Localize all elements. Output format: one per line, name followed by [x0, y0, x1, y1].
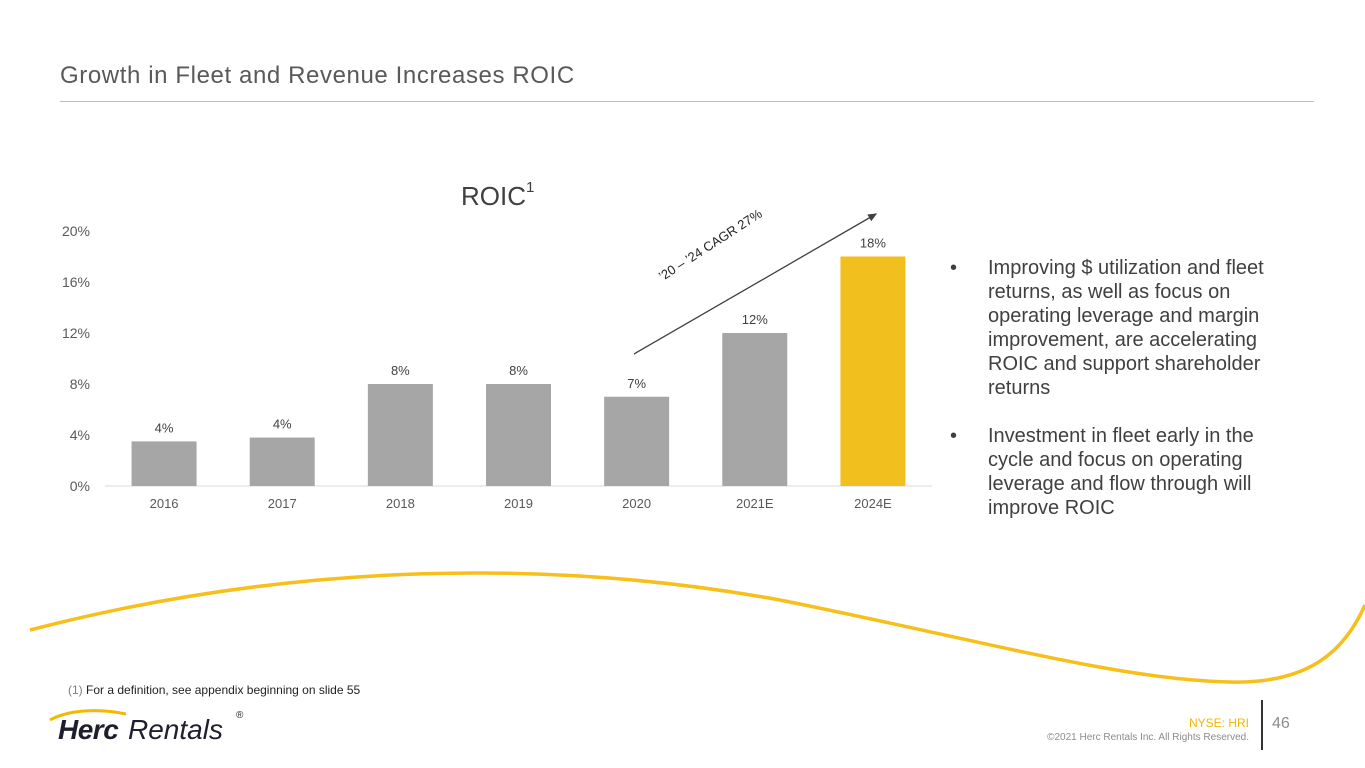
bar-2020: [604, 396, 670, 486]
chart-title-footnote-mark: 1: [526, 179, 535, 197]
x-tick-label: 2019: [504, 496, 533, 511]
bar-2019: [486, 384, 551, 486]
y-tick-label: 8%: [70, 376, 90, 392]
decorative-wave: [29, 571, 1365, 684]
bar-2024E: [840, 256, 906, 486]
chart-title: ROIC1: [461, 179, 535, 211]
y-tick-label: 12%: [62, 325, 90, 341]
data-label: 4%: [273, 417, 292, 432]
data-label: 18%: [860, 236, 886, 251]
x-tick-label: 2020: [622, 496, 651, 511]
title-divider: [60, 101, 1314, 102]
logo-herc: Herc: [58, 714, 119, 745]
bar-2021E: [722, 333, 788, 486]
x-tick-label: 2021E: [736, 496, 774, 511]
x-tick-label: 2017: [268, 496, 297, 511]
page-title: Growth in Fleet and Revenue Increases RO…: [60, 62, 575, 89]
bar-2016: [131, 441, 197, 486]
bar-2018: [367, 384, 433, 486]
bullet-symbol: •: [950, 425, 958, 447]
data-label: 4%: [155, 420, 174, 435]
bullet-list: • Improving $ utilization and fleet retu…: [950, 256, 1280, 544]
data-label: 7%: [627, 376, 646, 391]
bars: 4% 4% 8% 8% 7% 12% 18%: [131, 236, 906, 486]
y-tick-label: 20%: [62, 223, 90, 239]
x-tick-label: 2016: [150, 496, 179, 511]
x-tick-label: 2024E: [854, 496, 892, 511]
logo-swoosh-icon: [49, 709, 127, 722]
logo-rentals: Rentals: [128, 714, 223, 745]
bullet-item: • Improving $ utilization and fleet retu…: [950, 256, 1280, 400]
y-tick-label: 4%: [70, 427, 90, 443]
footnote-text: For a definition, see appendix beginning…: [86, 683, 361, 697]
data-label: 8%: [391, 363, 410, 378]
bullet-item: • Investment in fleet early in the cycle…: [950, 424, 1280, 520]
y-tick-label: 0%: [70, 478, 90, 494]
y-tick-label: 16%: [62, 274, 90, 290]
page-number: 46: [1272, 715, 1290, 732]
data-label: 12%: [742, 312, 768, 327]
footnote-number: (1): [68, 683, 83, 697]
bullet-text: Improving $ utilization and fleet return…: [988, 257, 1264, 399]
footnote: (1) For a definition, see appendix begin…: [68, 683, 360, 697]
bullet-symbol: •: [950, 257, 958, 279]
bar-2017: [249, 437, 315, 486]
stock-ticker: NYSE: HRI: [1188, 716, 1249, 730]
x-tick-label: 2018: [386, 496, 415, 511]
bullet-text: Investment in fleet early in the cycle a…: [988, 425, 1254, 519]
logo-registered-mark: ®: [236, 710, 244, 721]
y-axis: 0% 4% 8% 12% 16% 20%: [62, 223, 90, 494]
cagr-arrow: [633, 213, 878, 355]
data-label: 8%: [509, 363, 528, 378]
copyright: ©2021 Herc Rentals Inc. All Rights Reser…: [1047, 732, 1249, 743]
x-axis: 2016 2017 2018 2019 2020 2021E 2024E: [150, 496, 892, 511]
herc-rentals-logo: Herc Rentals ®: [49, 708, 258, 748]
footer-divider: [1261, 700, 1263, 750]
